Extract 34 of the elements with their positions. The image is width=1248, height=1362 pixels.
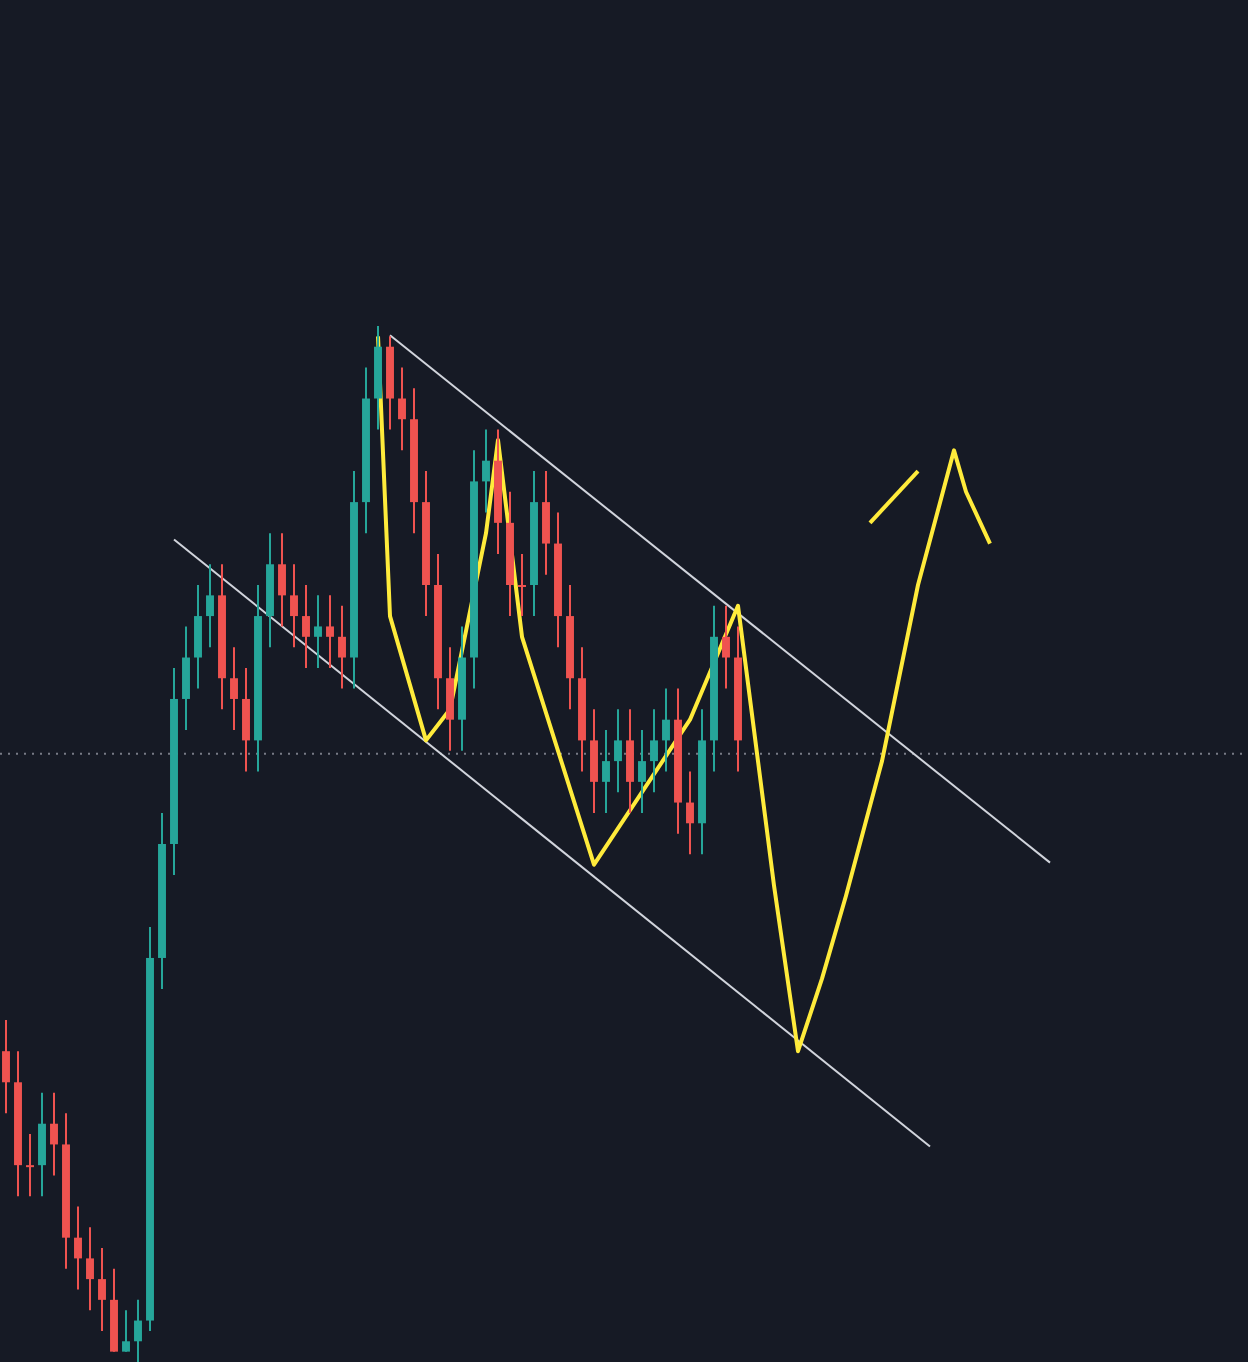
candlestick (26, 1133, 34, 1198)
candlestick (194, 584, 202, 690)
candlestick (614, 708, 622, 794)
candlestick (626, 708, 634, 814)
candlestick (98, 1247, 106, 1332)
candlestick (302, 584, 310, 669)
candlestick (278, 532, 286, 628)
candlestick (2, 1019, 10, 1115)
candlestick (338, 604, 346, 690)
candlestick (650, 708, 658, 794)
candlestick (122, 1309, 130, 1353)
candlestick (38, 1091, 46, 1198)
candlestick (446, 646, 454, 752)
candlestick (230, 646, 238, 732)
candlestick (482, 428, 490, 514)
candlestick (290, 563, 298, 649)
candlestick (542, 470, 550, 576)
candlestick (206, 563, 214, 649)
candlestick (74, 1205, 82, 1291)
candlestick (686, 770, 694, 856)
candlestick (518, 552, 526, 618)
candlestick (182, 625, 190, 732)
candlestick (134, 1298, 142, 1362)
candlestick (722, 604, 730, 690)
candlestick (590, 708, 598, 814)
candlestick (50, 1091, 58, 1177)
candlestick (602, 729, 610, 814)
candlestick (326, 594, 334, 669)
candlestick (398, 366, 406, 452)
candlestick (314, 594, 322, 669)
candlestick (242, 666, 250, 773)
candlestick (86, 1226, 94, 1312)
candlestick (638, 729, 646, 814)
candlestick (662, 687, 670, 773)
